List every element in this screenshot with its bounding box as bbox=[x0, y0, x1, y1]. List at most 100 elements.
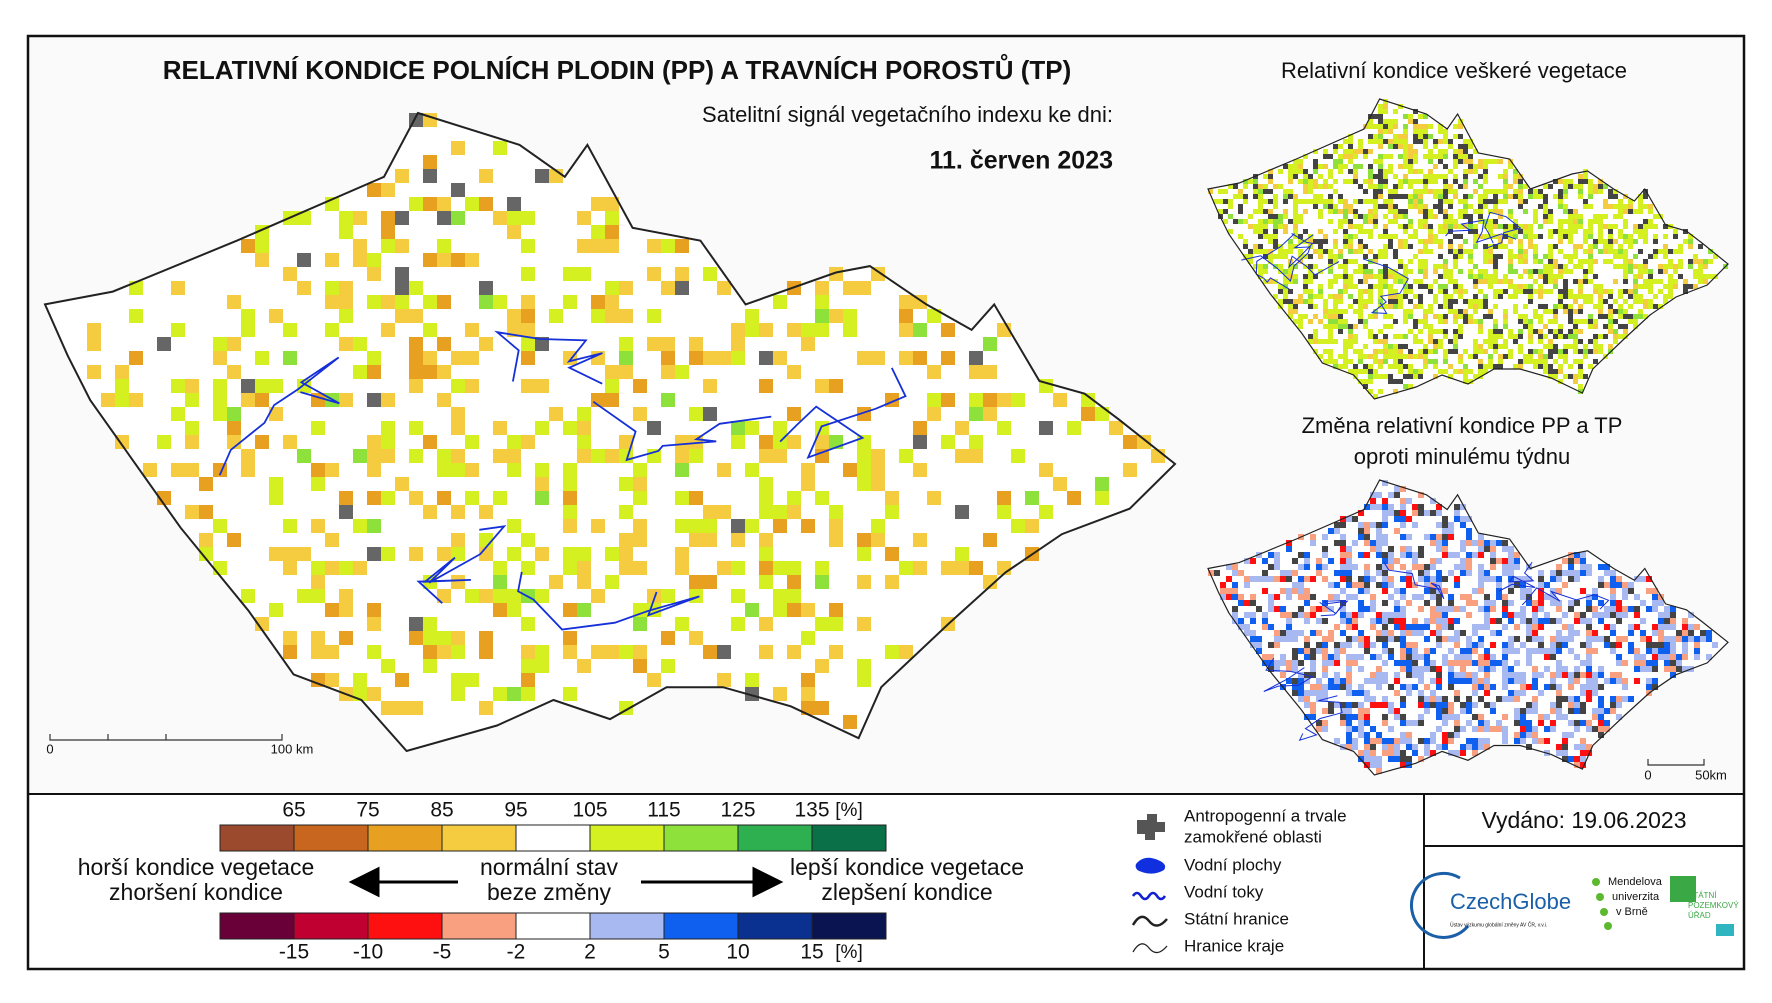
pixel bbox=[1448, 618, 1454, 624]
pixel bbox=[1528, 339, 1533, 344]
pixel bbox=[1550, 636, 1556, 642]
pixel bbox=[1438, 274, 1443, 279]
pixel bbox=[1438, 329, 1443, 334]
pixel bbox=[1562, 666, 1568, 672]
pixel bbox=[1563, 234, 1568, 239]
pixel bbox=[1586, 696, 1592, 702]
pixel bbox=[1568, 624, 1574, 630]
pixel bbox=[1593, 339, 1598, 344]
pixel bbox=[759, 547, 773, 561]
pixel bbox=[1498, 329, 1503, 334]
pixel bbox=[1438, 224, 1443, 229]
pixel bbox=[1403, 149, 1408, 154]
pixel bbox=[1323, 239, 1328, 244]
pixel bbox=[1430, 666, 1436, 672]
pixel bbox=[1460, 594, 1466, 600]
pixel bbox=[1303, 229, 1308, 234]
pixel bbox=[1593, 259, 1598, 264]
pixel bbox=[1526, 648, 1532, 654]
pixel bbox=[1568, 224, 1573, 229]
pixel bbox=[1573, 279, 1578, 284]
pixel bbox=[241, 393, 255, 407]
pixel bbox=[1424, 654, 1430, 660]
pixel bbox=[1556, 744, 1562, 750]
pixel bbox=[1513, 254, 1518, 259]
pixel bbox=[437, 239, 451, 253]
pixel bbox=[1403, 239, 1408, 244]
pixel bbox=[675, 463, 689, 477]
pixel bbox=[1338, 324, 1343, 329]
pixel bbox=[1378, 339, 1383, 344]
pixel bbox=[1418, 304, 1423, 309]
pixel bbox=[1304, 576, 1310, 582]
pixel bbox=[1658, 654, 1664, 660]
pixel bbox=[1274, 552, 1280, 558]
pixel bbox=[1353, 339, 1358, 344]
pixel bbox=[815, 659, 829, 673]
pixel bbox=[1466, 660, 1472, 666]
pixel bbox=[1473, 354, 1478, 359]
pixel bbox=[1218, 209, 1223, 214]
pixel bbox=[1286, 540, 1292, 546]
pixel bbox=[1460, 540, 1466, 546]
pixel bbox=[1413, 194, 1418, 199]
pixel bbox=[171, 379, 185, 393]
pixel bbox=[1553, 279, 1558, 284]
pixel bbox=[1388, 124, 1393, 129]
pixel bbox=[1544, 612, 1550, 618]
pixel bbox=[1493, 194, 1498, 199]
pixel bbox=[1558, 329, 1563, 334]
pixel bbox=[1343, 154, 1348, 159]
pixel bbox=[1638, 314, 1643, 319]
pixel bbox=[1292, 582, 1298, 588]
pixel bbox=[1608, 249, 1613, 254]
pixel bbox=[1288, 174, 1293, 179]
pixel bbox=[1376, 564, 1382, 570]
pixel bbox=[1518, 184, 1523, 189]
pixel bbox=[1443, 184, 1448, 189]
pixel bbox=[1598, 334, 1603, 339]
pixel bbox=[1364, 504, 1370, 510]
pixel bbox=[1383, 229, 1388, 234]
pixel bbox=[1538, 648, 1544, 654]
pixel bbox=[1528, 334, 1533, 339]
pixel bbox=[1528, 359, 1533, 364]
pixel bbox=[1694, 648, 1700, 654]
pixel bbox=[1443, 134, 1448, 139]
pixel bbox=[1400, 684, 1406, 690]
pixel bbox=[1283, 189, 1288, 194]
icon-region-border bbox=[1132, 943, 1168, 954]
pixel bbox=[1543, 254, 1548, 259]
pixel bbox=[1503, 344, 1508, 349]
pixel bbox=[1438, 284, 1443, 289]
pixel bbox=[1328, 309, 1333, 314]
pixel bbox=[1693, 274, 1698, 279]
pixel bbox=[1388, 552, 1394, 558]
pixel bbox=[1663, 249, 1668, 254]
icon-water-area bbox=[1135, 857, 1166, 874]
pixel bbox=[1250, 630, 1256, 636]
pixel bbox=[1688, 624, 1694, 630]
pixel bbox=[1568, 364, 1573, 369]
pixel bbox=[1513, 179, 1518, 184]
pixel bbox=[1473, 299, 1478, 304]
pixel bbox=[1418, 576, 1424, 582]
pixel bbox=[1303, 254, 1308, 259]
pixel bbox=[1532, 600, 1538, 606]
logo-czechglobe-sub: Ústav výzkumu globální změny AV ČR, v.v.… bbox=[1450, 921, 1547, 928]
pixel bbox=[1352, 624, 1358, 630]
pixel bbox=[1316, 570, 1322, 576]
pixel bbox=[1258, 264, 1263, 269]
pixel bbox=[1508, 636, 1514, 642]
pixel bbox=[1463, 349, 1468, 354]
pixel bbox=[1358, 319, 1363, 324]
pixel bbox=[1538, 636, 1544, 642]
pixel bbox=[1433, 344, 1438, 349]
pixel bbox=[1382, 564, 1388, 570]
pixel bbox=[1676, 660, 1682, 666]
pixel bbox=[493, 491, 507, 505]
pixel bbox=[1533, 269, 1538, 274]
pixel bbox=[1382, 744, 1388, 750]
pixel bbox=[1568, 606, 1574, 612]
pixel bbox=[269, 379, 283, 393]
